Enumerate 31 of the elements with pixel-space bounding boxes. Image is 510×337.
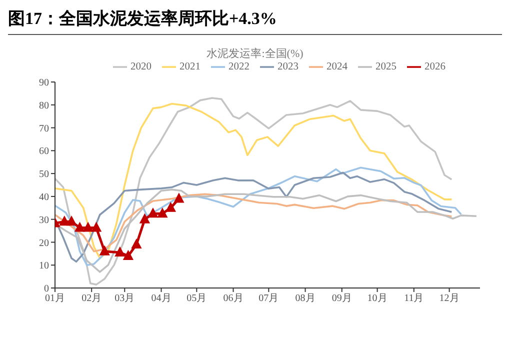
chart-title: 图17：全国水泥发运率周环比+4.3% xyxy=(8,8,502,35)
legend-label: 2020 xyxy=(130,61,152,72)
y-tick-label: 70 xyxy=(39,123,49,134)
y-tick-label: 20 xyxy=(39,238,49,249)
y-tick-label: 10 xyxy=(39,260,49,272)
x-tick-label: 08月 xyxy=(295,293,316,304)
x-tick-label: 05月 xyxy=(186,293,207,304)
x-tick-label: 03月 xyxy=(114,293,135,304)
x-tick-label: 09月 xyxy=(332,293,352,304)
legend-label: 2022 xyxy=(228,61,250,72)
y-tick-label: 40 xyxy=(39,192,49,203)
y-tick-label: 90 xyxy=(39,78,49,89)
y-tick-label: 0 xyxy=(44,284,49,295)
x-tick-label: 12月 xyxy=(439,293,460,304)
y-tick-label: 60 xyxy=(39,146,49,158)
legend-label: 2021 xyxy=(180,61,200,72)
x-tick-label: 10月 xyxy=(367,293,388,304)
legend-label: 2026 xyxy=(424,61,446,72)
y-tick-label: 80 xyxy=(39,100,49,112)
legend-label: 2024 xyxy=(326,61,348,72)
y-tick-label: 50 xyxy=(39,169,49,180)
x-tick-label: 04月 xyxy=(151,293,172,304)
x-tick-label: 02月 xyxy=(82,293,102,304)
legend-label: 2025 xyxy=(376,61,396,72)
x-tick-label: 11月 xyxy=(404,293,424,304)
chart-subtitle: 水泥发运率:全国(%) xyxy=(206,46,304,61)
x-tick-label: 01月 xyxy=(45,293,65,304)
legend-label: 2023 xyxy=(278,61,298,72)
y-tick-label: 30 xyxy=(39,214,49,226)
x-tick-label: 07月 xyxy=(258,293,279,304)
x-tick-label: 06月 xyxy=(223,293,244,304)
